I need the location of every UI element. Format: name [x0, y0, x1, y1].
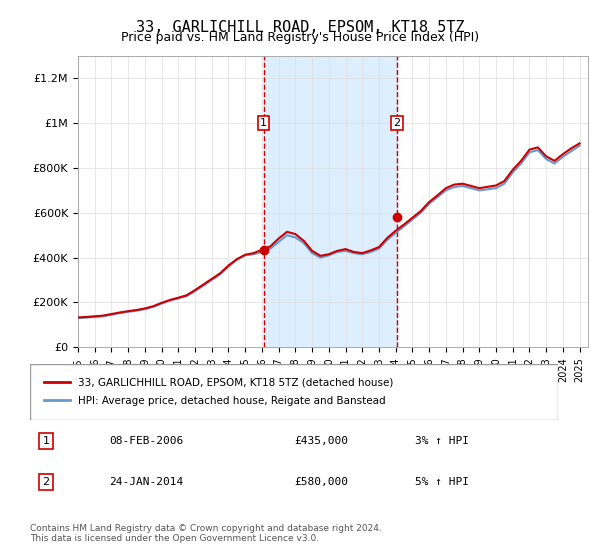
Text: 1: 1	[260, 118, 267, 128]
Legend: 33, GARLICHHILL ROAD, EPSOM, KT18 5TZ (detached house), HPI: Average price, deta: 33, GARLICHHILL ROAD, EPSOM, KT18 5TZ (d…	[35, 369, 401, 415]
Text: 1: 1	[43, 436, 49, 446]
Text: £435,000: £435,000	[294, 436, 348, 446]
Text: Price paid vs. HM Land Registry's House Price Index (HPI): Price paid vs. HM Land Registry's House …	[121, 31, 479, 44]
Text: 2: 2	[394, 118, 400, 128]
Text: Contains HM Land Registry data © Crown copyright and database right 2024.
This d: Contains HM Land Registry data © Crown c…	[30, 524, 382, 543]
Text: 08-FEB-2006: 08-FEB-2006	[109, 436, 184, 446]
Text: 2: 2	[42, 477, 49, 487]
Text: £580,000: £580,000	[294, 477, 348, 487]
Text: 5% ↑ HPI: 5% ↑ HPI	[415, 477, 469, 487]
FancyBboxPatch shape	[30, 364, 558, 420]
Text: 24-JAN-2014: 24-JAN-2014	[109, 477, 184, 487]
Bar	[263, 56, 397, 347]
Text: 33, GARLICHILL ROAD, EPSOM, KT18 5TZ: 33, GARLICHILL ROAD, EPSOM, KT18 5TZ	[136, 20, 464, 35]
Text: 3% ↑ HPI: 3% ↑ HPI	[415, 436, 469, 446]
